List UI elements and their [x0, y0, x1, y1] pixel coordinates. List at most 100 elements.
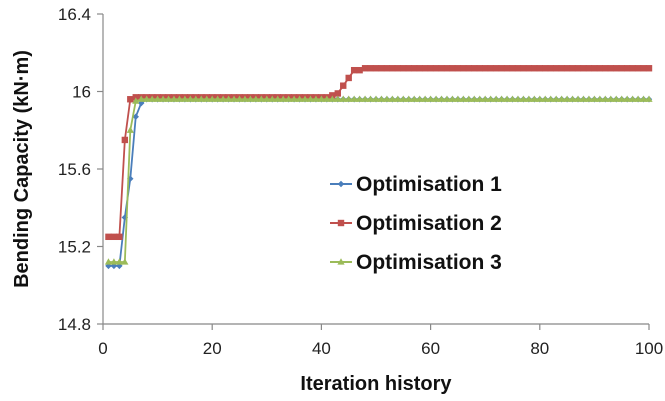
data-point	[623, 95, 631, 102]
data-point	[410, 95, 418, 102]
data-point	[552, 95, 560, 102]
data-point	[405, 65, 412, 72]
data-point	[356, 95, 364, 102]
y-axis-ticks: 14.8 15.2 15.6 16 16.4	[58, 5, 103, 334]
data-point	[470, 95, 478, 102]
data-point	[252, 95, 260, 102]
data-point	[175, 95, 184, 102]
data-point	[427, 65, 434, 72]
data-point	[224, 95, 233, 102]
data-point	[623, 65, 631, 72]
data-point	[448, 95, 457, 102]
data-point	[481, 95, 489, 102]
legend-item: Optimisation 1	[330, 173, 502, 196]
data-point	[356, 66, 363, 74]
data-point	[602, 65, 609, 72]
data-point	[525, 65, 533, 72]
data-point	[143, 95, 151, 102]
data-point	[536, 95, 544, 102]
data-point	[558, 95, 566, 102]
data-point	[208, 95, 216, 102]
data-point	[465, 95, 473, 102]
series-line	[108, 98, 649, 263]
data-point	[241, 95, 249, 102]
data-point	[487, 65, 494, 72]
data-point	[612, 95, 620, 102]
data-point	[437, 95, 446, 102]
data-point	[366, 95, 375, 102]
data-point	[132, 97, 140, 104]
data-point	[530, 95, 538, 102]
data-point	[328, 95, 336, 102]
data-point	[235, 95, 244, 102]
data-point	[230, 95, 238, 102]
data-point	[639, 95, 648, 102]
legend-label: Optimisation 3	[356, 251, 502, 274]
data-point	[580, 65, 587, 72]
data-point	[115, 258, 123, 265]
legend-item: Optimisation 3	[330, 251, 502, 274]
data-point	[492, 95, 500, 102]
data-point	[438, 65, 445, 72]
data-point	[104, 258, 113, 265]
data-point	[148, 95, 156, 102]
y-tick-label: 14.8	[58, 315, 91, 334]
data-point	[279, 95, 287, 102]
data-point	[388, 95, 396, 102]
data-point	[432, 95, 440, 102]
data-point	[514, 65, 522, 72]
data-point	[427, 95, 435, 102]
data-point	[383, 95, 391, 102]
data-point	[132, 94, 139, 101]
data-point	[263, 95, 271, 102]
x-axis-ticks: 0 20 40 60 80 100	[98, 324, 663, 358]
data-point	[306, 95, 315, 102]
data-point	[383, 65, 391, 72]
data-point	[246, 95, 255, 102]
data-point	[257, 95, 265, 102]
data-point	[389, 65, 396, 72]
data-point	[449, 65, 456, 72]
data-point	[377, 95, 386, 102]
data-point	[154, 95, 162, 102]
data-point	[181, 95, 189, 102]
data-point	[569, 65, 576, 72]
data-point	[508, 95, 517, 102]
y-tick-label: 16	[72, 83, 91, 102]
legend-label: Optimisation 1	[356, 173, 502, 196]
y-tick-label: 16.4	[58, 5, 91, 24]
data-point	[634, 65, 642, 72]
data-point	[394, 95, 402, 102]
y-tick-label: 15.6	[58, 160, 91, 179]
data-point	[350, 95, 358, 102]
data-point	[164, 95, 173, 102]
legend-label: Optimisation 2	[356, 212, 502, 235]
data-point	[350, 66, 358, 74]
data-point	[394, 65, 402, 72]
data-point	[519, 95, 528, 102]
data-point	[645, 95, 653, 102]
data-point	[301, 95, 309, 102]
data-point	[497, 95, 506, 102]
data-point	[137, 95, 145, 102]
series-layer	[104, 65, 653, 270]
legend-marker	[337, 180, 345, 188]
data-point	[459, 95, 467, 102]
data-point	[312, 95, 320, 102]
data-point	[197, 95, 205, 102]
data-point	[607, 95, 615, 102]
data-point	[405, 95, 413, 102]
data-point	[159, 95, 167, 102]
data-point	[629, 65, 636, 72]
data-point	[268, 95, 276, 102]
x-tick-label: 80	[530, 339, 549, 358]
data-point	[503, 95, 511, 102]
data-point	[274, 95, 282, 102]
data-point	[465, 65, 473, 72]
data-point	[574, 65, 582, 72]
data-point	[126, 126, 134, 133]
data-point	[170, 95, 178, 102]
data-point	[542, 65, 549, 72]
data-point	[454, 95, 462, 102]
data-point	[601, 95, 609, 102]
